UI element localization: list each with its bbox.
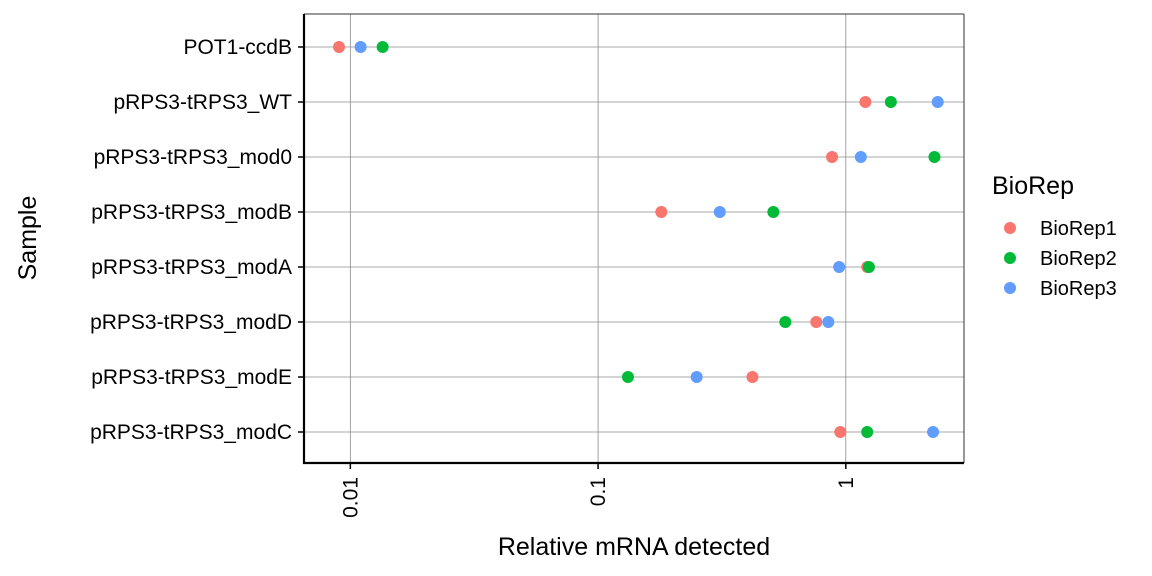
y-tick-label: pRPS3-tRPS3_modC [90, 421, 292, 444]
legend-key-biorep1 [1004, 222, 1016, 234]
plot-panel [304, 14, 964, 463]
legend-key-biorep2 [1004, 252, 1016, 264]
y-axis-title: Sample [14, 196, 42, 281]
data-point-biorep1 [834, 426, 847, 438]
data-point-biorep1 [810, 316, 823, 328]
legend-key-biorep3 [1004, 282, 1016, 294]
x-tick-label: 0.01 [339, 477, 362, 518]
legend-label-biorep2: BioRep2 [1040, 248, 1117, 270]
y-tick-label: pRPS3-tRPS3_modD [90, 311, 292, 334]
data-point-biorep3 [927, 426, 940, 438]
data-points [333, 41, 944, 438]
legend: BioRep BioRep1 BioRep2 BioRep3 [992, 172, 1117, 300]
x-tick-label: 0.1 [587, 477, 610, 506]
data-point-biorep3 [931, 96, 944, 108]
data-point-biorep2 [861, 426, 874, 438]
data-point-biorep3 [833, 261, 846, 273]
axes [298, 13, 965, 469]
x-tick-labels: 0.01 0.1 1 [339, 477, 857, 518]
data-point-biorep1 [655, 206, 668, 218]
data-point-biorep3 [354, 41, 367, 53]
data-point-biorep2 [928, 151, 941, 163]
data-point-biorep3 [822, 316, 835, 328]
legend-label-biorep1: BioRep1 [1040, 218, 1117, 240]
data-point-biorep3 [854, 151, 867, 163]
y-tick-label: pRPS3-tRPS3_modE [91, 366, 292, 389]
data-point-biorep3 [690, 371, 703, 383]
data-point-biorep1 [746, 371, 759, 383]
data-point-biorep1 [333, 41, 346, 53]
legend-label-biorep3: BioRep3 [1040, 278, 1117, 300]
y-tick-label: POT1-ccdB [183, 36, 292, 59]
data-point-biorep1 [826, 151, 839, 163]
data-point-biorep2 [376, 41, 389, 53]
data-point-biorep1 [859, 96, 872, 108]
data-point-biorep2 [767, 206, 780, 218]
y-tick-label: pRPS3-tRPS3_mod0 [94, 146, 292, 169]
y-tick-labels: POT1-ccdB pRPS3-tRPS3_WT pRPS3-tRPS3_mod0p… [90, 36, 292, 444]
y-tick-label: pRPS3-tRPS3_modA [91, 256, 292, 279]
data-point-biorep2 [862, 261, 875, 273]
data-point-biorep3 [713, 206, 726, 218]
y-tick-label: pRPS3-tRPS3_modB [91, 201, 292, 224]
data-point-biorep2 [779, 316, 792, 328]
grid-lines [304, 14, 964, 463]
x-axis-title: Relative mRNA detected [498, 533, 770, 561]
x-tick-label: 1 [835, 477, 858, 489]
data-point-biorep2 [884, 96, 897, 108]
y-tick-label: pRPS3-tRPS3_WT [113, 91, 292, 114]
data-point-biorep2 [621, 371, 634, 383]
legend-title: BioRep [992, 172, 1074, 200]
